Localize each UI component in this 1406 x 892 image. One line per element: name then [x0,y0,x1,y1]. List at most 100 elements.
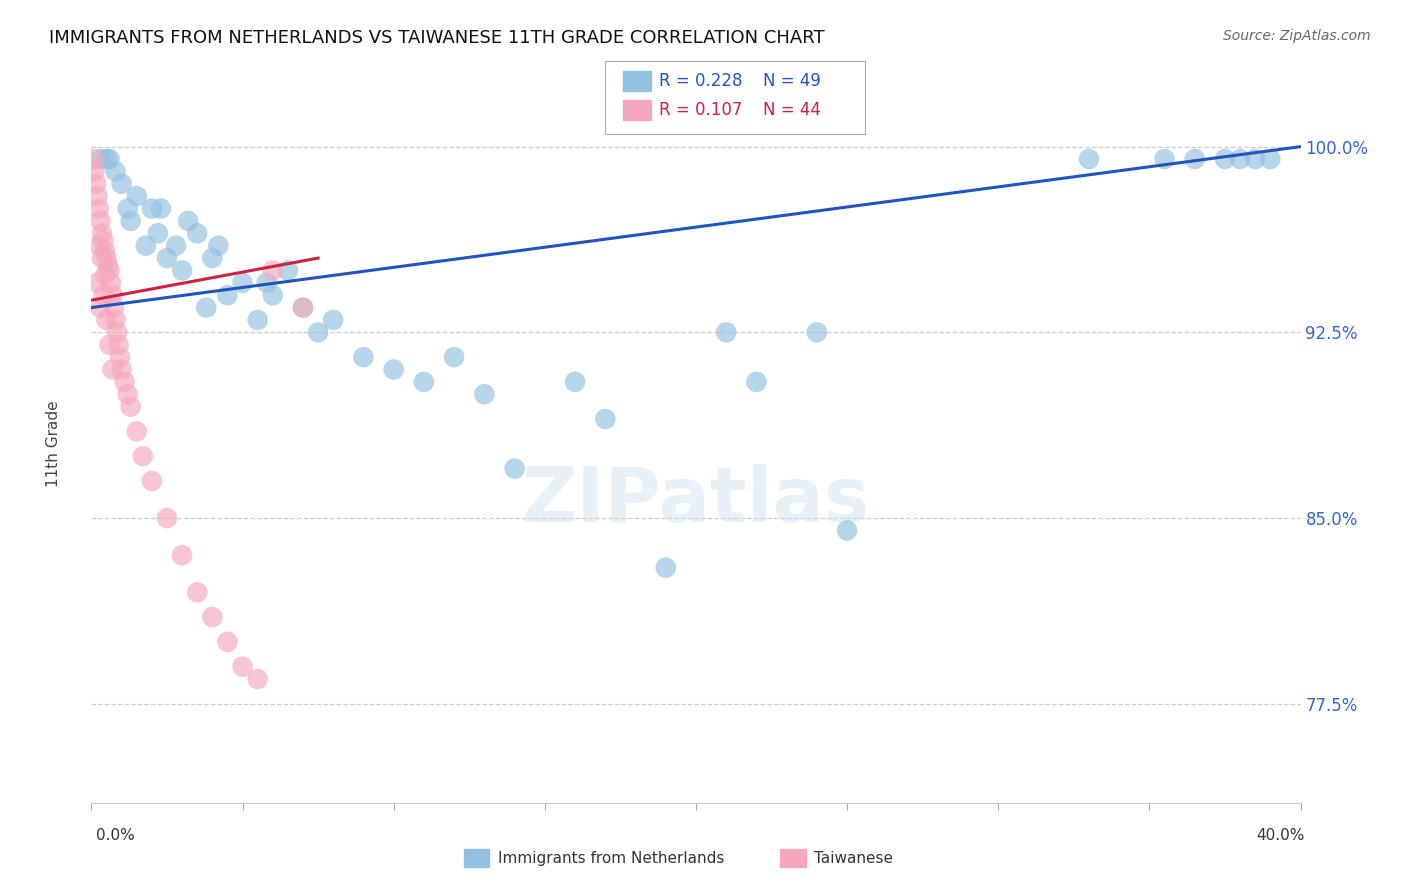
Point [89,301,111,315]
Point [125,425,148,439]
Point [307,326,329,340]
Point [117,387,139,401]
Text: Immigrants from Netherlands: Immigrants from Netherlands [498,851,724,865]
Point [322,313,344,327]
Point [177,214,200,228]
Point [104,164,127,178]
Point [120,214,142,228]
Point [101,362,124,376]
Point [186,227,208,241]
Text: IMMIGRANTS FROM NETHERLANDS VS TAIWANESE 11TH GRADE CORRELATION CHART: IMMIGRANTS FROM NETHERLANDS VS TAIWANESE… [49,29,825,46]
Point [101,288,124,302]
Point [86,276,108,290]
Point [806,326,828,340]
Point [141,474,163,488]
Point [352,350,374,364]
Point [96,152,118,166]
Point [89,152,111,166]
Point [262,288,284,302]
Point [256,276,278,290]
Point [201,251,224,265]
Text: N = 49: N = 49 [763,72,821,90]
Point [745,375,768,389]
Point [217,288,239,302]
Point [94,268,117,283]
Point [714,326,737,340]
Point [382,362,405,376]
Point [207,238,229,252]
Point [1229,152,1251,166]
Point [172,263,194,277]
Point [443,350,465,364]
Point [172,548,194,562]
Point [156,511,179,525]
Text: ZIPatlas: ZIPatlas [522,464,870,538]
Point [595,412,617,426]
Point [413,375,436,389]
Point [246,313,269,327]
Point [97,259,120,273]
Point [195,301,218,315]
Point [262,263,284,277]
Point [87,202,110,216]
Point [201,610,224,624]
Point [103,301,125,315]
Point [96,251,118,265]
Point [93,288,115,302]
Point [472,387,495,401]
Text: N = 44: N = 44 [763,101,821,119]
Point [104,313,127,327]
Text: 40.0%: 40.0% [1257,828,1305,843]
Point [117,202,139,216]
Point [135,238,157,252]
Point [108,350,131,364]
Point [96,313,118,327]
Point [114,375,136,389]
Point [1213,152,1236,166]
Point [835,524,858,538]
Point [1153,152,1175,166]
Text: R = 0.107: R = 0.107 [659,101,742,119]
Point [111,177,132,191]
Point [83,164,105,178]
Y-axis label: 11th Grade: 11th Grade [46,401,62,487]
Point [231,659,253,673]
Point [84,177,107,191]
Point [98,152,121,166]
Point [141,202,163,216]
Point [292,301,315,315]
Point [111,362,132,376]
Point [1244,152,1267,166]
Text: Taiwanese: Taiwanese [814,851,893,865]
Point [91,227,114,241]
Point [87,238,110,252]
Point [105,326,128,340]
Point [292,301,315,315]
Point [655,560,678,574]
Point [98,337,121,351]
Point [1078,152,1101,166]
Point [277,263,299,277]
Point [100,276,122,290]
Point [186,585,208,599]
Point [93,234,115,248]
Point [246,672,269,686]
Text: Source: ZipAtlas.com: Source: ZipAtlas.com [1223,29,1371,43]
Point [217,635,239,649]
Point [156,251,179,265]
Point [231,276,253,290]
Point [82,152,104,166]
Point [125,189,148,203]
Point [1184,152,1206,166]
Point [149,202,172,216]
Point [146,227,169,241]
Point [86,189,108,203]
Point [89,214,111,228]
Point [98,263,121,277]
Point [1260,152,1282,166]
Point [94,244,117,258]
Point [503,461,526,475]
Point [107,337,129,351]
Text: R = 0.228: R = 0.228 [659,72,742,90]
Point [120,400,142,414]
